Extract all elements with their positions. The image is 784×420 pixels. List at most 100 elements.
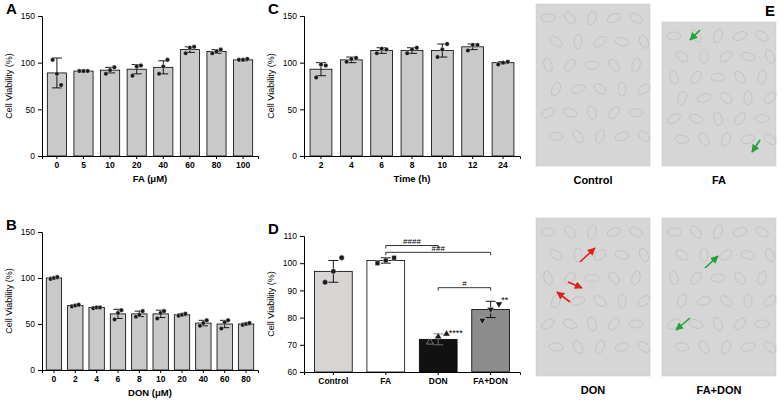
cell-outline	[592, 248, 608, 263]
bar	[196, 323, 211, 370]
bar	[340, 60, 362, 156]
data-point	[76, 302, 81, 307]
cell-outline	[607, 57, 622, 73]
comparison-label: ###	[432, 244, 446, 253]
cell-outline	[711, 274, 725, 282]
data-point	[245, 57, 250, 62]
bar	[174, 315, 189, 370]
data-point	[445, 42, 450, 47]
y-tick-label: 70	[288, 340, 298, 350]
data-point	[219, 326, 224, 331]
x-tick-mark	[83, 156, 84, 159]
cell-outline	[606, 226, 622, 238]
x-tick-label: 0	[55, 160, 60, 170]
cell-outline	[540, 317, 556, 331]
data-point	[440, 47, 445, 52]
data-point	[137, 313, 142, 318]
cell-outline	[720, 131, 732, 147]
y-tick: 0	[30, 365, 42, 375]
data-point	[479, 318, 486, 324]
x-tick-label: 80	[212, 160, 222, 170]
cell-outline	[712, 316, 724, 332]
y-tick-mark	[300, 290, 304, 291]
cell-outline	[666, 112, 682, 126]
error-bar-cap	[328, 260, 338, 261]
bar	[492, 63, 514, 156]
cell-outline	[548, 34, 564, 49]
y-tick-label: 100	[283, 258, 297, 268]
x-tick: 4	[94, 370, 99, 384]
x-tick: 4	[349, 156, 354, 170]
arrow	[752, 140, 760, 152]
y-tick: 100	[21, 58, 42, 68]
x-tick-mark	[333, 372, 334, 375]
x-tick: 80	[241, 370, 251, 384]
y-tick-mark	[300, 345, 304, 346]
cell-outline	[586, 316, 598, 332]
x-tick-label: 6	[379, 160, 384, 170]
arrow	[557, 292, 570, 302]
arrow	[568, 282, 582, 288]
arrow	[705, 256, 718, 268]
cell-outline	[618, 294, 626, 308]
cell-outline	[618, 82, 626, 96]
x-tick-mark	[243, 156, 244, 159]
cell-outline	[563, 224, 578, 240]
data-point	[192, 45, 197, 50]
x-axis-line	[305, 157, 521, 160]
cell-outline	[630, 270, 642, 286]
y-tick: 150	[21, 227, 42, 237]
cell-outline	[570, 295, 586, 307]
y-tick: 60	[288, 367, 304, 377]
x-tick-mark	[246, 370, 247, 373]
cell-outline	[756, 70, 768, 86]
image-label: FA+DON	[697, 384, 742, 396]
y-tick-label: 50	[288, 105, 298, 115]
cell-outline	[542, 58, 554, 74]
x-tick-label: 2	[73, 374, 78, 384]
x-tick-label: 40	[159, 160, 169, 170]
data-point	[501, 60, 506, 65]
x-tick: 6	[116, 370, 121, 384]
x-tick: 60	[220, 370, 230, 384]
cell-outline	[764, 49, 776, 65]
cell-outline	[540, 106, 556, 120]
x-tick-label: 5	[81, 160, 86, 170]
cell-outline	[667, 228, 681, 236]
x-tick: 10	[156, 370, 166, 384]
y-tick-mark	[300, 372, 304, 373]
x-tick: 100	[236, 156, 250, 170]
x-tick-mark	[96, 370, 97, 373]
bar	[401, 51, 423, 156]
data-point	[241, 58, 246, 63]
cell-outline	[762, 132, 778, 147]
cell-outline	[592, 34, 608, 49]
cell-outline	[744, 91, 752, 105]
bar	[101, 70, 120, 156]
y-tick-mark	[300, 263, 304, 264]
cell-outline	[733, 316, 748, 332]
x-tick: 60	[185, 156, 195, 170]
y-axis-line	[300, 17, 305, 157]
data-point	[183, 312, 188, 317]
bar	[462, 47, 484, 156]
x-tick: 8	[410, 156, 415, 170]
micrograph	[536, 4, 650, 166]
y-tick-label: 80	[288, 313, 298, 323]
bar	[217, 324, 232, 370]
cell-outline	[732, 30, 748, 42]
cell-outline	[562, 318, 578, 330]
data-point	[322, 280, 327, 285]
x-axis-title: FA (μM)	[133, 173, 167, 184]
x-tick-mark	[442, 156, 443, 159]
data-point	[415, 45, 420, 50]
plot-marks	[314, 255, 509, 372]
cell-outline	[571, 339, 585, 355]
x-tick: Control	[318, 372, 348, 386]
bar	[132, 314, 147, 370]
bar	[89, 307, 104, 370]
data-point	[319, 62, 324, 67]
x-tick-mark	[490, 372, 491, 375]
cell-outline	[676, 90, 688, 106]
data-point	[247, 321, 252, 326]
